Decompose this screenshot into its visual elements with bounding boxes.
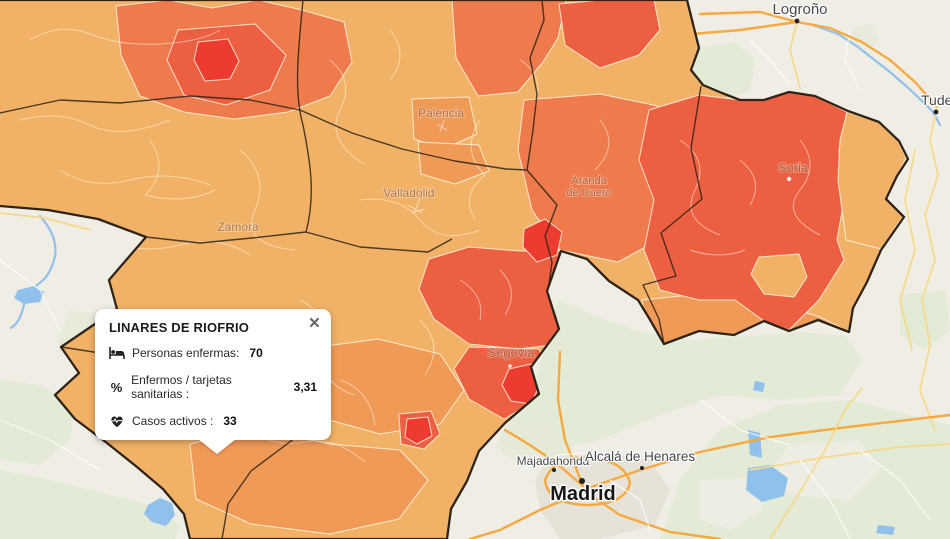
label-valladolid: Valladolid [383, 186, 434, 200]
percent-icon: % [110, 379, 123, 395]
label-alcala: Alcalá de Henares [585, 449, 696, 464]
popup-title: LINARES DE RIOFRIO [109, 320, 250, 335]
region-labels: Valladolid Palencia Zamora Aranda de Due… [216, 105, 810, 361]
metric-casos-activos: Casos activos : 33 [109, 414, 317, 428]
bed-icon [109, 347, 125, 359]
municipal-borders [19, 28, 821, 463]
info-popup: × LINARES DE RIOFRIO Personas enfermas: … [95, 309, 331, 454]
region-boundary [0, 0, 910, 539]
label-segovia: Segovia [488, 345, 536, 360]
label-logrono: Logroño [772, 1, 827, 18]
label-zamora: Zamora [217, 220, 259, 234]
close-icon[interactable]: × [308, 313, 320, 334]
majadahonda-dot [552, 468, 556, 472]
label-aranda-1: Aranda [571, 175, 607, 187]
metric-enfermos-tarjetas: % Enfermos / tarjetas sanitarias : 3,31 [109, 373, 317, 401]
metric-personas-enfermas: Personas enfermas: 70 [109, 346, 317, 360]
metric-value: 70 [249, 346, 263, 360]
roads [0, 10, 950, 539]
label-majadahonda: Majadahonda [517, 454, 590, 468]
logrono-dot [794, 18, 800, 24]
metric-label: Personas enfermas: [132, 346, 240, 360]
metric-label: Enfermos / tarjetas sanitarias : [131, 373, 232, 401]
metric-value: 3,31 [293, 380, 317, 394]
madrid-dot [579, 478, 585, 484]
tudela-dot [933, 109, 939, 115]
popup-tail [198, 439, 236, 454]
metric-value: 33 [223, 414, 237, 428]
label-aranda-2: de Duero [566, 187, 611, 199]
active-cases-icon [109, 415, 125, 428]
label-tudela: Tudela [921, 92, 950, 108]
urban-marks [407, 119, 448, 215]
label-soria: Soria [778, 160, 809, 175]
label-madrid: Madrid [550, 483, 616, 505]
alcala-dot [640, 466, 644, 470]
label-palencia: Palencia [418, 106, 464, 120]
city-labels: Logroño Tudela Madrid Majadahonda Alcalá… [515, 0, 950, 507]
metric-label: Casos activos : [132, 414, 214, 428]
